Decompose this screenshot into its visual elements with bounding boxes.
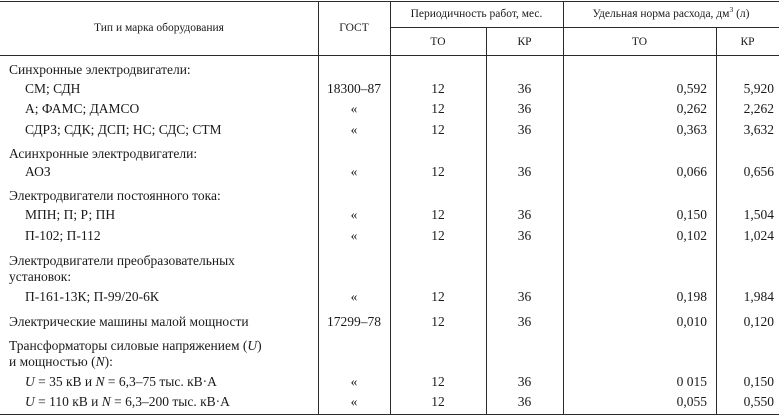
row-norm-kr: 2,262 (743, 101, 774, 116)
row-period-to: 12 (431, 394, 445, 409)
row-norm-to: 0,592 (676, 81, 707, 96)
row-period-kr: 36 (517, 314, 532, 329)
header-subdivider (390, 27, 779, 28)
row-gost: « (350, 122, 358, 137)
row-norm-to: 0 015 (676, 374, 707, 389)
row-period-to: 12 (431, 374, 445, 389)
row-norm-to: 0,102 (676, 228, 707, 243)
row-period-kr: 36 (517, 101, 532, 116)
row-label: Электрические машины малой мощности (9, 314, 249, 329)
row-period-to: 12 (431, 207, 445, 222)
row-label: СДРЗ; СДК; ДСП; НС; СДС; СТМ (25, 122, 222, 137)
row-period-kr: 36 (517, 122, 532, 137)
row-period-to: 12 (431, 81, 445, 96)
row-label: А; ФАМС; ДАМСО (25, 101, 140, 116)
row-label: Асинхронные электродвигатели: (9, 146, 198, 161)
row-gost: 18300–87 (327, 81, 381, 96)
row-norm-kr: 5,920 (743, 81, 774, 96)
header-norm-to: ТО (631, 36, 648, 48)
row-label: Трансформаторы силовые напряжением (U) (9, 338, 262, 353)
row-label: U = 35 кВ и N = 6,3–75 тыс. кВ·А (25, 374, 217, 389)
table-bottom-border (0, 414, 779, 415)
row-label: Электродвигатели постоянного тока: (9, 188, 221, 203)
row-period-to: 12 (431, 101, 445, 116)
row-norm-to: 0,055 (676, 394, 707, 409)
row-norm-to: 0,262 (676, 101, 707, 116)
divider-type-gost (318, 1, 319, 415)
row-norm-kr: 0,150 (743, 374, 774, 389)
row-norm-to: 0,198 (676, 289, 707, 304)
row-label: МПН; П; Р; ПН (25, 207, 116, 222)
row-period-to: 12 (431, 164, 445, 179)
row-gost: « (350, 394, 358, 409)
row-norm-kr: 3,632 (743, 122, 774, 137)
row-period-to: 12 (431, 228, 445, 243)
header-gost: ГОСТ (339, 22, 369, 34)
row-gost: « (350, 374, 358, 389)
row-label: и мощностью (N): (9, 354, 113, 369)
row-norm-to: 0,066 (676, 164, 707, 179)
row-label: U = 110 кВ и N = 6,3–200 тыс. кВ·А (25, 394, 230, 409)
row-label: П-161-13К; П-99/20-6К (25, 289, 159, 304)
row-norm-kr: 1,504 (743, 207, 774, 222)
row-label: П-102; П-112 (25, 228, 101, 243)
row-label: Электродвигатели преобразовательных (9, 253, 235, 268)
divider-to-kr (486, 28, 487, 415)
row-norm-to: 0,150 (676, 207, 707, 222)
row-gost: « (350, 228, 358, 243)
row-gost: 17299–78 (327, 314, 381, 329)
row-period-kr: 36 (517, 228, 532, 243)
row-period-to: 12 (431, 314, 445, 329)
row-label: установок: (9, 269, 72, 284)
row-period-kr: 36 (517, 289, 532, 304)
row-gost: « (350, 207, 358, 222)
header-type: Тип и марка оборудования (94, 22, 224, 34)
row-period-to: 12 (431, 122, 445, 137)
row-norm-to: 0,010 (676, 314, 707, 329)
row-label: Синхронные электродвигатели: (9, 62, 191, 77)
row-period-kr: 36 (517, 164, 532, 179)
row-norm-kr: 1,024 (743, 228, 774, 243)
header-norm: Удельная норма расхода, дм3 (л) (592, 5, 750, 20)
row-period-kr: 36 (517, 394, 532, 409)
row-norm-to: 0,363 (676, 122, 707, 137)
row-period-kr: 36 (517, 207, 532, 222)
row-norm-kr: 0,656 (743, 164, 774, 179)
divider-gost-period (390, 1, 391, 415)
header-bottom-border (0, 55, 779, 56)
row-gost: « (350, 164, 358, 179)
header-period-to: ТО (430, 36, 446, 48)
row-gost: « (350, 289, 358, 304)
divider-period-norm (563, 1, 564, 415)
header-norm-kr: КР (740, 36, 755, 48)
row-label: АОЗ (25, 164, 51, 179)
row-period-kr: 36 (517, 374, 532, 389)
header-period: Периодичность работ, мес. (410, 8, 543, 20)
row-period-to: 12 (431, 289, 445, 304)
row-norm-kr: 1,984 (743, 289, 774, 304)
table-top-border (0, 1, 779, 2)
row-norm-kr: 0,120 (743, 314, 774, 329)
row-gost: « (350, 101, 358, 116)
row-period-kr: 36 (517, 81, 532, 96)
row-label: СМ; СДН (25, 81, 81, 96)
header-period-kr: КР (517, 36, 532, 48)
divider-norm-to-kr (716, 28, 717, 415)
row-norm-kr: 0,550 (743, 394, 774, 409)
